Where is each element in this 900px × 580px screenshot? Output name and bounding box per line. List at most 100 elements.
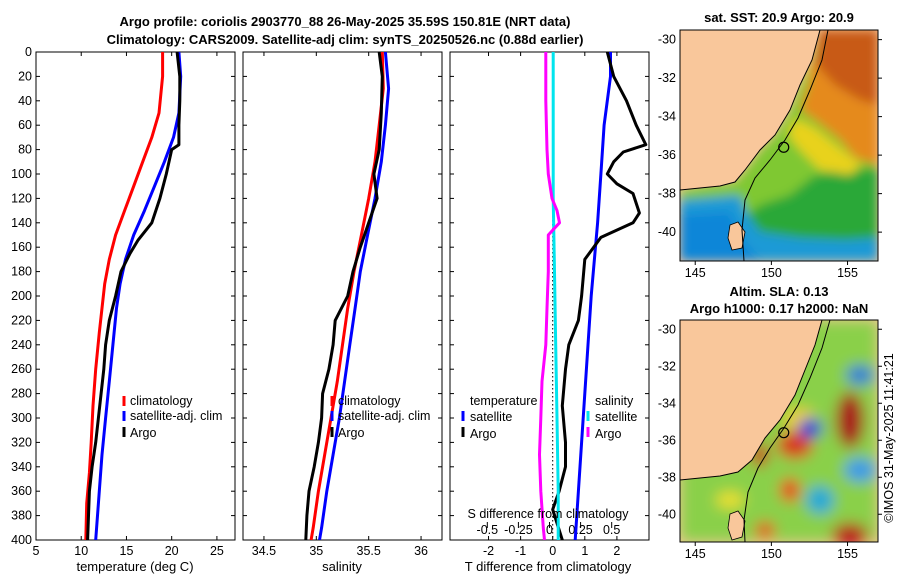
sst-map-panel: sat. SST: 20.9 Argo: 20.9 145 150 155 -30 -3… bbox=[658, 10, 882, 280]
sla-cold-eddy bbox=[798, 418, 822, 438]
salinity-legend: climatology satellite-adj. clim Argo bbox=[330, 394, 430, 440]
coastline bbox=[680, 320, 823, 481]
legend-label-s-argo: Argo bbox=[595, 427, 621, 441]
salinity-difference-legend: salinity satellite Argo bbox=[586, 394, 637, 441]
legend-label-t-argo: Argo bbox=[470, 427, 496, 441]
y-tick-label: 140 bbox=[11, 216, 32, 230]
sla-warm-eddy bbox=[832, 523, 868, 542]
legend-label-t-satellite: satellite bbox=[470, 410, 512, 424]
series-line-s-argo bbox=[538, 52, 561, 540]
legend-label-argo: Argo bbox=[338, 426, 364, 440]
series-line-t-argo bbox=[551, 52, 648, 540]
secondary-x-label: S difference from climatology bbox=[468, 507, 630, 521]
legend-heading-temperature: temperature bbox=[470, 394, 537, 408]
x-tick-label: 1 bbox=[581, 544, 588, 558]
island bbox=[727, 510, 746, 541]
y-tick-label: 60 bbox=[18, 118, 32, 132]
legend-heading-salinity: salinity bbox=[595, 394, 634, 408]
y-tick-label: 200 bbox=[11, 289, 32, 303]
imos-timestamp: ©IMOS 31-May-2025 11:41:21 bbox=[882, 353, 896, 523]
x-tick-label: -1 bbox=[515, 544, 526, 558]
profile-location-marker bbox=[778, 427, 790, 439]
sla-cold-eddy bbox=[844, 458, 876, 482]
map-y-tick-label: -36 bbox=[658, 148, 676, 162]
temperature-difference-legend: temperature satellite Argo bbox=[461, 394, 537, 441]
sst-map-frame bbox=[679, 29, 879, 262]
map-y-tick-label: -34 bbox=[658, 110, 676, 124]
series-line-s-satellite bbox=[551, 52, 560, 540]
legend-label-satellite: satellite-adj. clim bbox=[338, 409, 430, 423]
land-mass bbox=[680, 30, 820, 190]
y-tick-label: 100 bbox=[11, 167, 32, 181]
x-tick-label: 25 bbox=[210, 544, 224, 558]
coastline bbox=[680, 30, 821, 191]
figure-title-line1: Argo profile: coriolis 2903770_88 26-May… bbox=[119, 14, 571, 29]
map-y-tick-label: -32 bbox=[658, 359, 676, 373]
map-y-tick-label: -40 bbox=[658, 507, 676, 521]
legend-label-argo: Argo bbox=[130, 426, 156, 440]
map-y-tick-label: -36 bbox=[658, 433, 676, 447]
secondary-x-tick-label: -0.5 bbox=[477, 523, 499, 537]
y-tick-label: 280 bbox=[11, 387, 32, 401]
y-tick-label: 300 bbox=[11, 411, 32, 425]
map-y-tick-label: -40 bbox=[658, 225, 676, 239]
map-y-tick-label: -30 bbox=[658, 33, 676, 47]
sla-warm-eddy bbox=[777, 431, 813, 459]
sla-map-title: Altim. SLA: 0.13 bbox=[730, 284, 829, 299]
figure-title-line2: Climatology: CARS2009. Satellite-adj cli… bbox=[106, 32, 584, 47]
map-x-tick-label: 150 bbox=[761, 547, 782, 561]
y-tick-label: 80 bbox=[18, 143, 32, 157]
sla-map-panel: Altim. SLA: 0.13 Argo h1000: 0.17 h2000:… bbox=[658, 284, 882, 561]
sla-cold-eddy bbox=[846, 365, 874, 385]
y-tick-label: 380 bbox=[11, 509, 32, 523]
salinity-profile-panel: 34.5 35 35.5 36 climatology satellite-adj. … bbox=[242, 51, 443, 574]
series-line-climatology bbox=[309, 52, 385, 540]
x-tick-label: 10 bbox=[74, 544, 88, 558]
shelf-contour bbox=[741, 30, 829, 261]
sla-warm-eddy bbox=[755, 522, 775, 538]
legend-label-s-satellite: satellite bbox=[595, 410, 637, 424]
map-x-tick-label: 150 bbox=[761, 266, 782, 280]
y-tick-label: 240 bbox=[11, 338, 32, 352]
salinity-axes-frame bbox=[242, 51, 443, 541]
map-y-tick-label: -38 bbox=[658, 470, 676, 484]
x-tick-label: 15 bbox=[120, 544, 134, 558]
sla-cold-eddy bbox=[806, 486, 834, 514]
sla-map-subtitle: Argo h1000: 0.17 h2000: NaN bbox=[690, 301, 868, 316]
sst-orange-band bbox=[800, 60, 878, 165]
temperature-profile-panel: 0 20 40 60 80 100 120 140 160 180 200 220 240 260 280 3… bbox=[11, 45, 236, 574]
y-tick-label: 360 bbox=[11, 484, 32, 498]
difference-axes-frame bbox=[449, 51, 650, 541]
y-tick-label: 320 bbox=[11, 435, 32, 449]
map-y-tick-label: -32 bbox=[658, 71, 676, 85]
map-y-tick-label: -30 bbox=[658, 322, 676, 336]
sla-map-frame bbox=[679, 319, 879, 543]
legend-label-climatology: climatology bbox=[130, 394, 193, 408]
x-tick-label: 35.5 bbox=[357, 544, 381, 558]
y-tick-label: 340 bbox=[11, 460, 32, 474]
land-mass bbox=[680, 320, 822, 480]
y-tick-label: 120 bbox=[11, 191, 32, 205]
y-tick-label: 40 bbox=[18, 94, 32, 108]
salinity-x-label: salinity bbox=[322, 559, 362, 574]
x-tick-label: 0 bbox=[549, 544, 556, 558]
secondary-x-tick-label: -0.25 bbox=[504, 523, 533, 537]
map-y-tick-label: -38 bbox=[658, 187, 676, 201]
y-tick-label: 180 bbox=[11, 265, 32, 279]
map-y-tick-label: -34 bbox=[658, 396, 676, 410]
difference-profile-panel: -2 -1 0 1 2 -0.5 -0.25 0 0.25 0.5 temperature sa… bbox=[449, 51, 650, 574]
x-tick-label: 34.5 bbox=[252, 544, 276, 558]
series-line-satellite-adj-clim bbox=[94, 52, 183, 540]
y-tick-label: 400 bbox=[11, 533, 32, 547]
temperature-legend: climatology satellite-adj. clim Argo bbox=[122, 394, 222, 440]
map-x-tick-label: 155 bbox=[837, 547, 858, 561]
legend-label-satellite: satellite-adj. clim bbox=[130, 409, 222, 423]
profile-location-marker bbox=[778, 141, 790, 153]
temperature-x-label: temperature (deg C) bbox=[76, 559, 193, 574]
map-x-tick-label: 145 bbox=[685, 547, 706, 561]
sst-yellow-band bbox=[788, 118, 862, 175]
x-tick-label: 20 bbox=[165, 544, 179, 558]
x-tick-label: 35 bbox=[309, 544, 323, 558]
x-tick-label: 2 bbox=[613, 544, 620, 558]
series-line-argo bbox=[86, 52, 182, 540]
